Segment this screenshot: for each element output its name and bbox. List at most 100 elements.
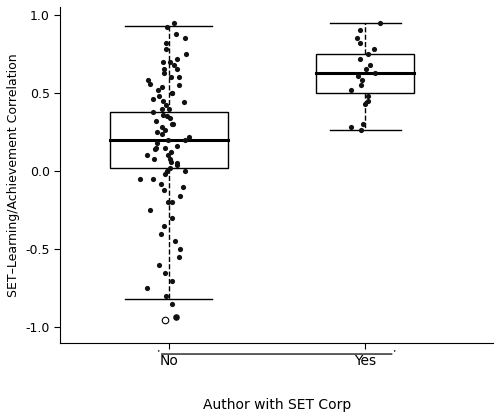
Point [152, 129, 160, 135]
Point [166, 58, 173, 65]
Point [163, 24, 171, 31]
Point [168, 121, 176, 127]
Point [366, 62, 374, 68]
Point [347, 86, 355, 93]
Point [172, 161, 180, 168]
Point [181, 35, 189, 41]
Point [171, 238, 179, 245]
X-axis label: Author with SET Corp: Author with SET Corp [202, 398, 351, 412]
Point [182, 168, 190, 174]
Point [162, 127, 170, 134]
Point [166, 165, 174, 171]
Point [170, 62, 178, 68]
Point [174, 254, 182, 261]
Point [358, 77, 366, 84]
Point [356, 55, 364, 62]
Point [174, 66, 182, 73]
Point [168, 199, 176, 206]
Point [172, 313, 180, 320]
Point [357, 127, 365, 134]
Point [164, 199, 172, 206]
Point [166, 114, 174, 121]
Point [154, 86, 162, 93]
Point [170, 19, 178, 26]
Point [150, 155, 158, 162]
Point [136, 176, 144, 182]
Point [161, 269, 169, 276]
Point [376, 19, 384, 26]
Point [176, 74, 184, 80]
Point [158, 124, 166, 131]
Point [364, 97, 372, 104]
Point [160, 69, 168, 76]
Point [167, 74, 175, 80]
Point [356, 39, 364, 46]
Point [362, 66, 370, 73]
Point [153, 140, 161, 146]
Bar [316, 54, 414, 93]
Point [152, 118, 160, 124]
Point [172, 30, 179, 37]
Point [143, 285, 151, 292]
Point [160, 97, 168, 104]
Point [180, 99, 188, 106]
Point [160, 58, 168, 65]
Point [146, 80, 154, 87]
Bar [110, 112, 228, 168]
Point [162, 293, 170, 300]
Point [150, 96, 158, 103]
Point [160, 222, 168, 229]
Point [168, 277, 176, 284]
Point [359, 121, 367, 127]
Point [371, 69, 379, 76]
Point [162, 144, 170, 151]
Point [166, 155, 173, 162]
Point [162, 39, 170, 46]
Point [168, 301, 176, 308]
Point [167, 149, 175, 156]
Point [362, 101, 370, 107]
Point [156, 261, 164, 268]
Point [181, 137, 189, 143]
Point [168, 90, 176, 96]
Point [348, 124, 356, 131]
Point [158, 230, 166, 237]
Point [158, 83, 166, 90]
Point [364, 51, 372, 57]
Point [148, 176, 156, 182]
Point [162, 113, 170, 120]
Point [168, 215, 176, 221]
Point [149, 109, 157, 115]
Point [174, 143, 182, 150]
Point [158, 111, 166, 118]
Point [176, 246, 184, 253]
Point [158, 130, 166, 137]
Point [144, 77, 152, 84]
Point [155, 93, 163, 99]
Point [158, 105, 166, 112]
Point [160, 66, 168, 73]
Point [356, 27, 364, 34]
Point [184, 133, 192, 140]
Point [144, 152, 152, 159]
Point [164, 168, 172, 174]
Point [364, 93, 372, 99]
Point [146, 207, 154, 214]
Point [162, 46, 170, 52]
Point [175, 82, 183, 88]
Point [354, 35, 362, 41]
Point [358, 82, 366, 88]
Point [370, 46, 378, 52]
Point [354, 72, 362, 79]
Y-axis label: SET–Learning/Achievement Correlation: SET–Learning/Achievement Correlation [7, 53, 20, 297]
Point [179, 184, 187, 190]
Point [182, 51, 190, 57]
Point [162, 171, 170, 178]
Point [168, 121, 176, 127]
Point [176, 193, 184, 199]
Point [173, 55, 181, 62]
Point [168, 90, 176, 96]
Point [174, 160, 182, 167]
Point [160, 186, 168, 193]
Point [160, 316, 168, 323]
